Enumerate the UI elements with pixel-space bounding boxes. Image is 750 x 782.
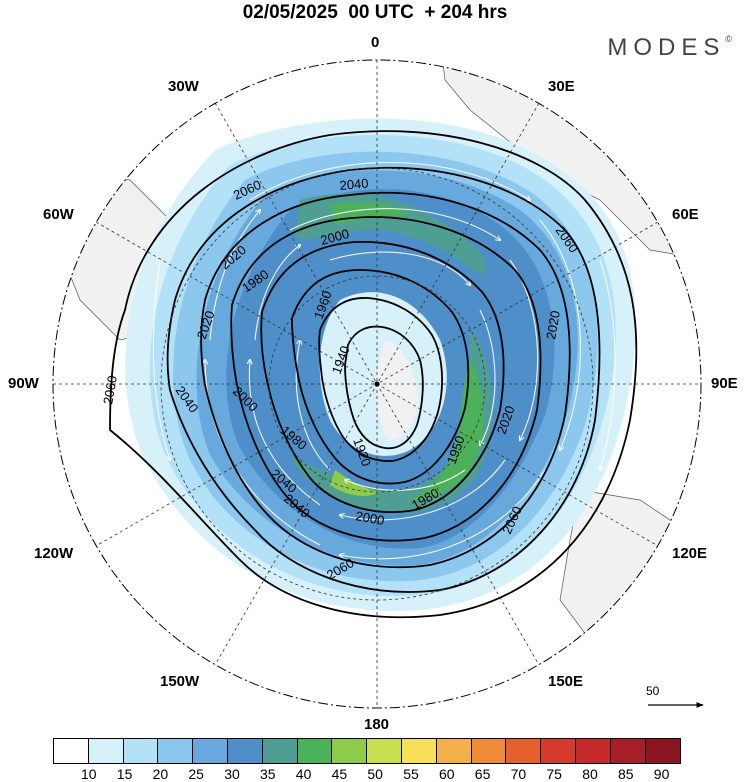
streamline-10: [254, 245, 300, 341]
colorbar-swatch: [54, 739, 89, 763]
brand-logo: MODES©: [607, 34, 732, 62]
colorbar-swatch: [541, 739, 576, 763]
colorbar-tick-label: 85: [618, 766, 634, 782]
longitude-label-90e: 90E: [711, 375, 738, 392]
colorbar-tick-label: 80: [582, 766, 598, 782]
colorbar-swatch: [158, 739, 194, 763]
colorbar-labels: 10 15 20 25 30 35 40 45 50 55 60 65 70 75 80 85 90: [0, 766, 750, 782]
contour-1940: [318, 297, 443, 462]
longitude-label-30e: 30E: [548, 78, 575, 95]
longitude-label-60e: 60E: [672, 206, 699, 223]
streamline-1: [249, 161, 530, 201]
colorbar-tick-label: 65: [474, 766, 491, 782]
colorbar-swatch: [610, 739, 646, 763]
streamline-5: [209, 210, 260, 341]
contour-1920: [344, 325, 424, 450]
colorbar-swatch: [506, 739, 542, 763]
copyright-mark: ©: [725, 34, 732, 44]
streamline-13: [345, 469, 466, 491]
streamline-2: [539, 219, 582, 450]
contour-1980: [260, 241, 505, 513]
colorbar-swatch: [436, 739, 472, 763]
colorbar-swatch: [262, 739, 298, 763]
contour-label: 2000: [354, 508, 385, 528]
contour-label: 2020: [543, 309, 563, 340]
landmass-australia: [559, 489, 701, 661]
colorbar-swatch: [575, 739, 611, 763]
colorbar-tick-label: 35: [260, 766, 276, 782]
contour-label: 2040: [339, 176, 369, 193]
page-title: 02/05/2025 00 UTC + 204 hrs: [242, 2, 508, 23]
longitude-label-60w: 60W: [43, 206, 74, 223]
contour-2040: [166, 166, 601, 593]
colorbar-tick-label: 25: [188, 766, 204, 782]
colorbar-swatch: [193, 739, 228, 763]
streamline-9: [249, 360, 321, 506]
longitude-label-120w: 120W: [34, 545, 74, 562]
streamline-12: [480, 309, 496, 445]
longitude-label-150w: 150W: [160, 673, 200, 690]
colorbar-tick-label: 60: [439, 766, 455, 782]
shade-45b: [410, 360, 484, 500]
longitude-label-30w: 30W: [168, 78, 199, 95]
streamline-16: [600, 259, 616, 470]
colorbar-swatch: [123, 739, 159, 763]
longitude-label-0: 0: [371, 34, 380, 51]
colorbar-tick-label: 40: [295, 766, 312, 782]
colorbar-swatch: [88, 739, 124, 763]
longitude-label-90w: 90W: [8, 375, 39, 392]
longitude-label-180: 180: [364, 716, 390, 733]
colorbar-swatch: [401, 739, 437, 763]
height-contours: [109, 130, 638, 619]
contour-2060-outer: [109, 130, 638, 619]
colorbar-swatch: [332, 739, 368, 763]
streamline-14: [295, 340, 331, 471]
streamline-11: [329, 251, 470, 285]
contour-label: 2060: [100, 374, 120, 405]
colorbar-tick-label: 50: [367, 766, 383, 782]
streamline-6: [289, 208, 500, 240]
shade-40b: [290, 330, 493, 514]
south-pole-marker: [374, 381, 380, 387]
colorbar-tick-label: 20: [152, 766, 169, 782]
colorbar-tick-label: 90: [653, 766, 670, 782]
streamline-3: [340, 469, 546, 560]
colorbar-tick-label: 45: [331, 766, 348, 782]
colorbar-swatch: [297, 739, 333, 763]
brand-name: MODES: [607, 34, 726, 61]
streamline-15: [152, 259, 170, 460]
wind-reference-label: 50: [646, 684, 660, 698]
longitude-label-150e: 150E: [548, 673, 584, 690]
colorbar-tick-label: 75: [546, 766, 562, 782]
colorbar-tick-label: 70: [510, 766, 527, 782]
contour-label: 2000: [319, 226, 351, 248]
colorbar-swatch: [471, 739, 507, 763]
colorbar-swatch: [227, 739, 263, 763]
colorbar-tick-label: 55: [403, 766, 419, 782]
colorbar-tick-label: 10: [81, 766, 97, 782]
map-boundary: [52, 59, 702, 709]
longitude-label-120e: 120E: [672, 545, 708, 562]
colorbar-swatch: [645, 739, 681, 763]
shade-white-center: [376, 340, 418, 440]
contour-2020: [200, 191, 571, 569]
contour-1960: [291, 269, 470, 485]
colorbar: [53, 738, 682, 764]
colorbar-swatch: [367, 739, 402, 763]
streamline-8: [340, 459, 506, 521]
contour-2000: [230, 216, 542, 542]
shade-50: [330, 470, 380, 496]
colorbar-tick-label: 30: [224, 766, 240, 782]
colorbar-tick-label: 15: [116, 766, 133, 782]
